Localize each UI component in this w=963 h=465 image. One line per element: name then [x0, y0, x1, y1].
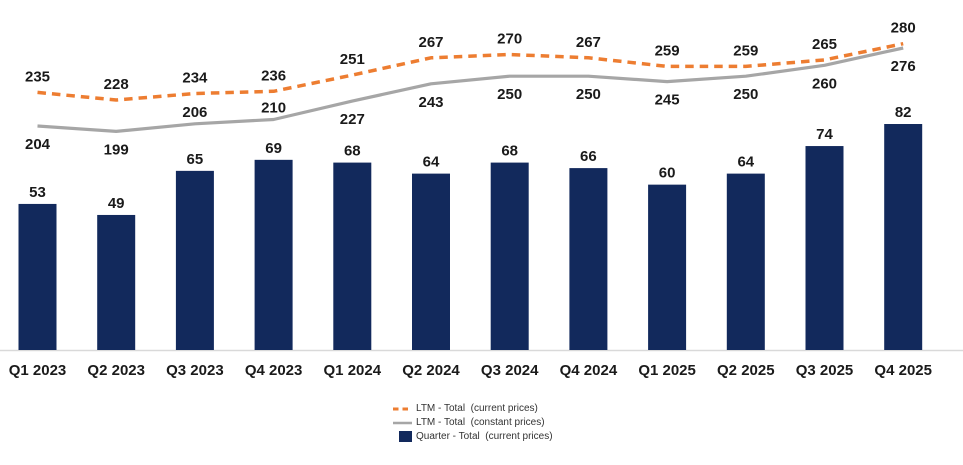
line-series — [37, 46, 904, 133]
data-label: 245 — [655, 92, 680, 109]
data-label: 227 — [340, 111, 365, 128]
axis-category-label: Q1 2025 — [638, 362, 696, 379]
data-label: 259 — [733, 42, 758, 59]
legend-item-quarter: Quarter - Total (current prices) — [391, 430, 553, 443]
data-label: 250 — [576, 86, 601, 103]
data-label: 234 — [182, 70, 208, 87]
data-label: 260 — [812, 75, 837, 92]
legend-label: LTM - Total (current prices) — [416, 403, 538, 414]
dashed-line-icon — [391, 407, 412, 411]
axis-category-label: Q4 2024 — [560, 362, 618, 379]
data-label: 267 — [576, 34, 601, 51]
axis-category-label: Q3 2023 — [166, 362, 224, 379]
data-label: 267 — [418, 34, 443, 51]
legend-item-ltm-current: LTM - Total (current prices) — [391, 402, 553, 415]
bar — [884, 124, 923, 351]
bar — [18, 203, 57, 350]
data-label: 251 — [340, 51, 365, 68]
data-label: 49 — [108, 195, 125, 212]
data-label: 228 — [104, 76, 129, 93]
data-label: 64 — [737, 154, 754, 171]
bar — [490, 162, 529, 350]
data-label: 204 — [25, 136, 51, 153]
axis-category-label: Q3 2025 — [796, 362, 854, 379]
axis-category-label: Q4 2023 — [245, 362, 303, 379]
data-label: 68 — [501, 143, 518, 160]
data-label: 259 — [655, 42, 680, 59]
data-label: 60 — [659, 165, 676, 182]
data-label: 243 — [418, 94, 443, 111]
data-label: 74 — [816, 126, 833, 143]
bar — [97, 214, 136, 350]
legend-item-ltm-constant: LTM - Total (constant prices) — [391, 416, 553, 429]
data-label: 280 — [891, 20, 916, 37]
data-label: 65 — [187, 151, 204, 168]
data-label: 206 — [182, 104, 207, 121]
data-label: 68 — [344, 143, 361, 160]
chart-legend: LTM - Total (current prices) LTM - Total… — [391, 402, 553, 443]
axis-category-label: Q3 2024 — [481, 362, 539, 379]
data-label: 250 — [497, 86, 522, 103]
data-label: 64 — [423, 154, 440, 171]
axis-category-label: Q2 2024 — [402, 362, 460, 379]
data-label: 210 — [261, 100, 286, 117]
data-label: 250 — [733, 86, 758, 103]
bar — [805, 146, 844, 350]
data-label: 199 — [104, 141, 129, 158]
axis-category-label: Q1 2023 — [9, 362, 67, 379]
data-label: 82 — [895, 104, 912, 121]
data-label: 66 — [580, 148, 597, 165]
bar — [569, 168, 608, 350]
data-label: 235 — [25, 68, 50, 85]
line-series — [37, 41, 904, 102]
data-label: 276 — [891, 58, 916, 75]
bar — [412, 173, 450, 350]
axis-category-label: Q2 2025 — [717, 362, 775, 379]
bar — [175, 170, 214, 350]
axis-category-label: Q1 2024 — [324, 362, 382, 379]
data-label: 270 — [497, 31, 522, 48]
solid-line-icon — [391, 421, 412, 425]
bar — [333, 162, 372, 350]
data-label: 53 — [29, 184, 46, 201]
axis-category-label: Q2 2023 — [87, 362, 145, 379]
bar — [726, 173, 765, 350]
data-label: 236 — [261, 67, 286, 84]
legend-label: LTM - Total (constant prices) — [416, 417, 545, 428]
bar — [648, 184, 687, 350]
bar — [254, 159, 293, 350]
axis-category-label: Q4 2025 — [874, 362, 932, 379]
data-label: 265 — [812, 36, 837, 53]
legend-label: Quarter - Total (current prices) — [416, 431, 553, 442]
data-label: 69 — [265, 140, 282, 157]
bar-swatch-icon — [391, 431, 412, 442]
